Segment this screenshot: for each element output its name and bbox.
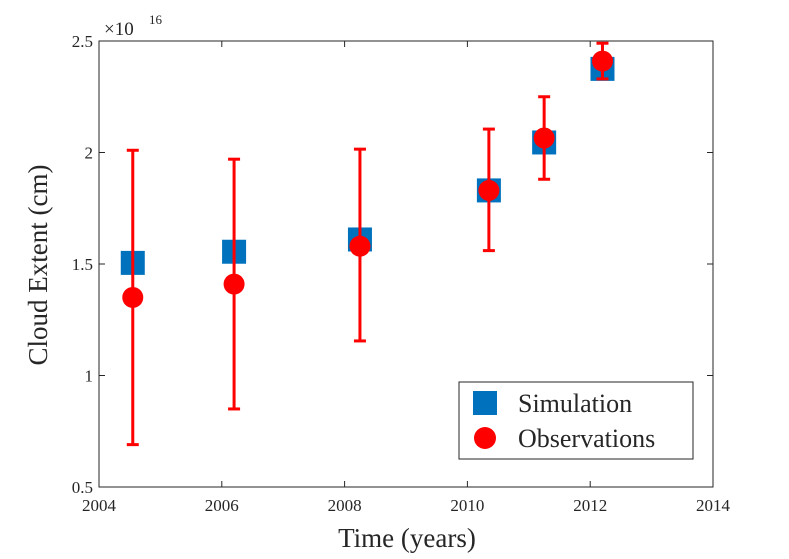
y-tick-label: 2.5 — [72, 32, 93, 51]
x-tick-label: 2004 — [82, 496, 117, 515]
observation-point — [591, 50, 613, 72]
observation-point — [478, 179, 500, 201]
legend-simulation-label: Simulation — [518, 389, 632, 418]
observation-point — [349, 235, 371, 257]
legend-simulation-marker — [473, 391, 497, 415]
x-tick-label: 2012 — [573, 496, 607, 515]
y-tick-label: 0.5 — [72, 478, 93, 497]
observation-point — [223, 273, 245, 295]
x-axis-label: Time (years) — [338, 523, 476, 553]
y-tick-label: 2 — [85, 144, 94, 163]
observation-point — [122, 286, 144, 308]
y-multiplier-exponent: 16 — [149, 12, 163, 27]
legend: Simulation Observations — [458, 381, 694, 460]
legend-observations-label: Observations — [518, 424, 655, 453]
y-tick-label: 1.5 — [72, 255, 93, 274]
x-tick-label: 2014 — [696, 496, 731, 515]
legend-box — [458, 381, 694, 460]
y-multiplier: ×10 16 — [104, 12, 163, 40]
y-tick-label: 1 — [85, 367, 94, 386]
legend-observations-marker — [474, 427, 496, 449]
x-tick-label: 2006 — [205, 496, 239, 515]
axis-ticks: 2004 2006 2008 2010 2012 2014 0.5 1 1.5 2 2.5 — [72, 32, 731, 515]
y-multiplier-base: ×10 — [104, 19, 134, 40]
x-tick-label: 2008 — [328, 496, 362, 515]
y-axis-label: Cloud Extent (cm) — [23, 165, 53, 366]
observation-point — [533, 127, 555, 149]
data-marks — [120, 41, 615, 447]
x-tick-label: 2010 — [450, 496, 484, 515]
